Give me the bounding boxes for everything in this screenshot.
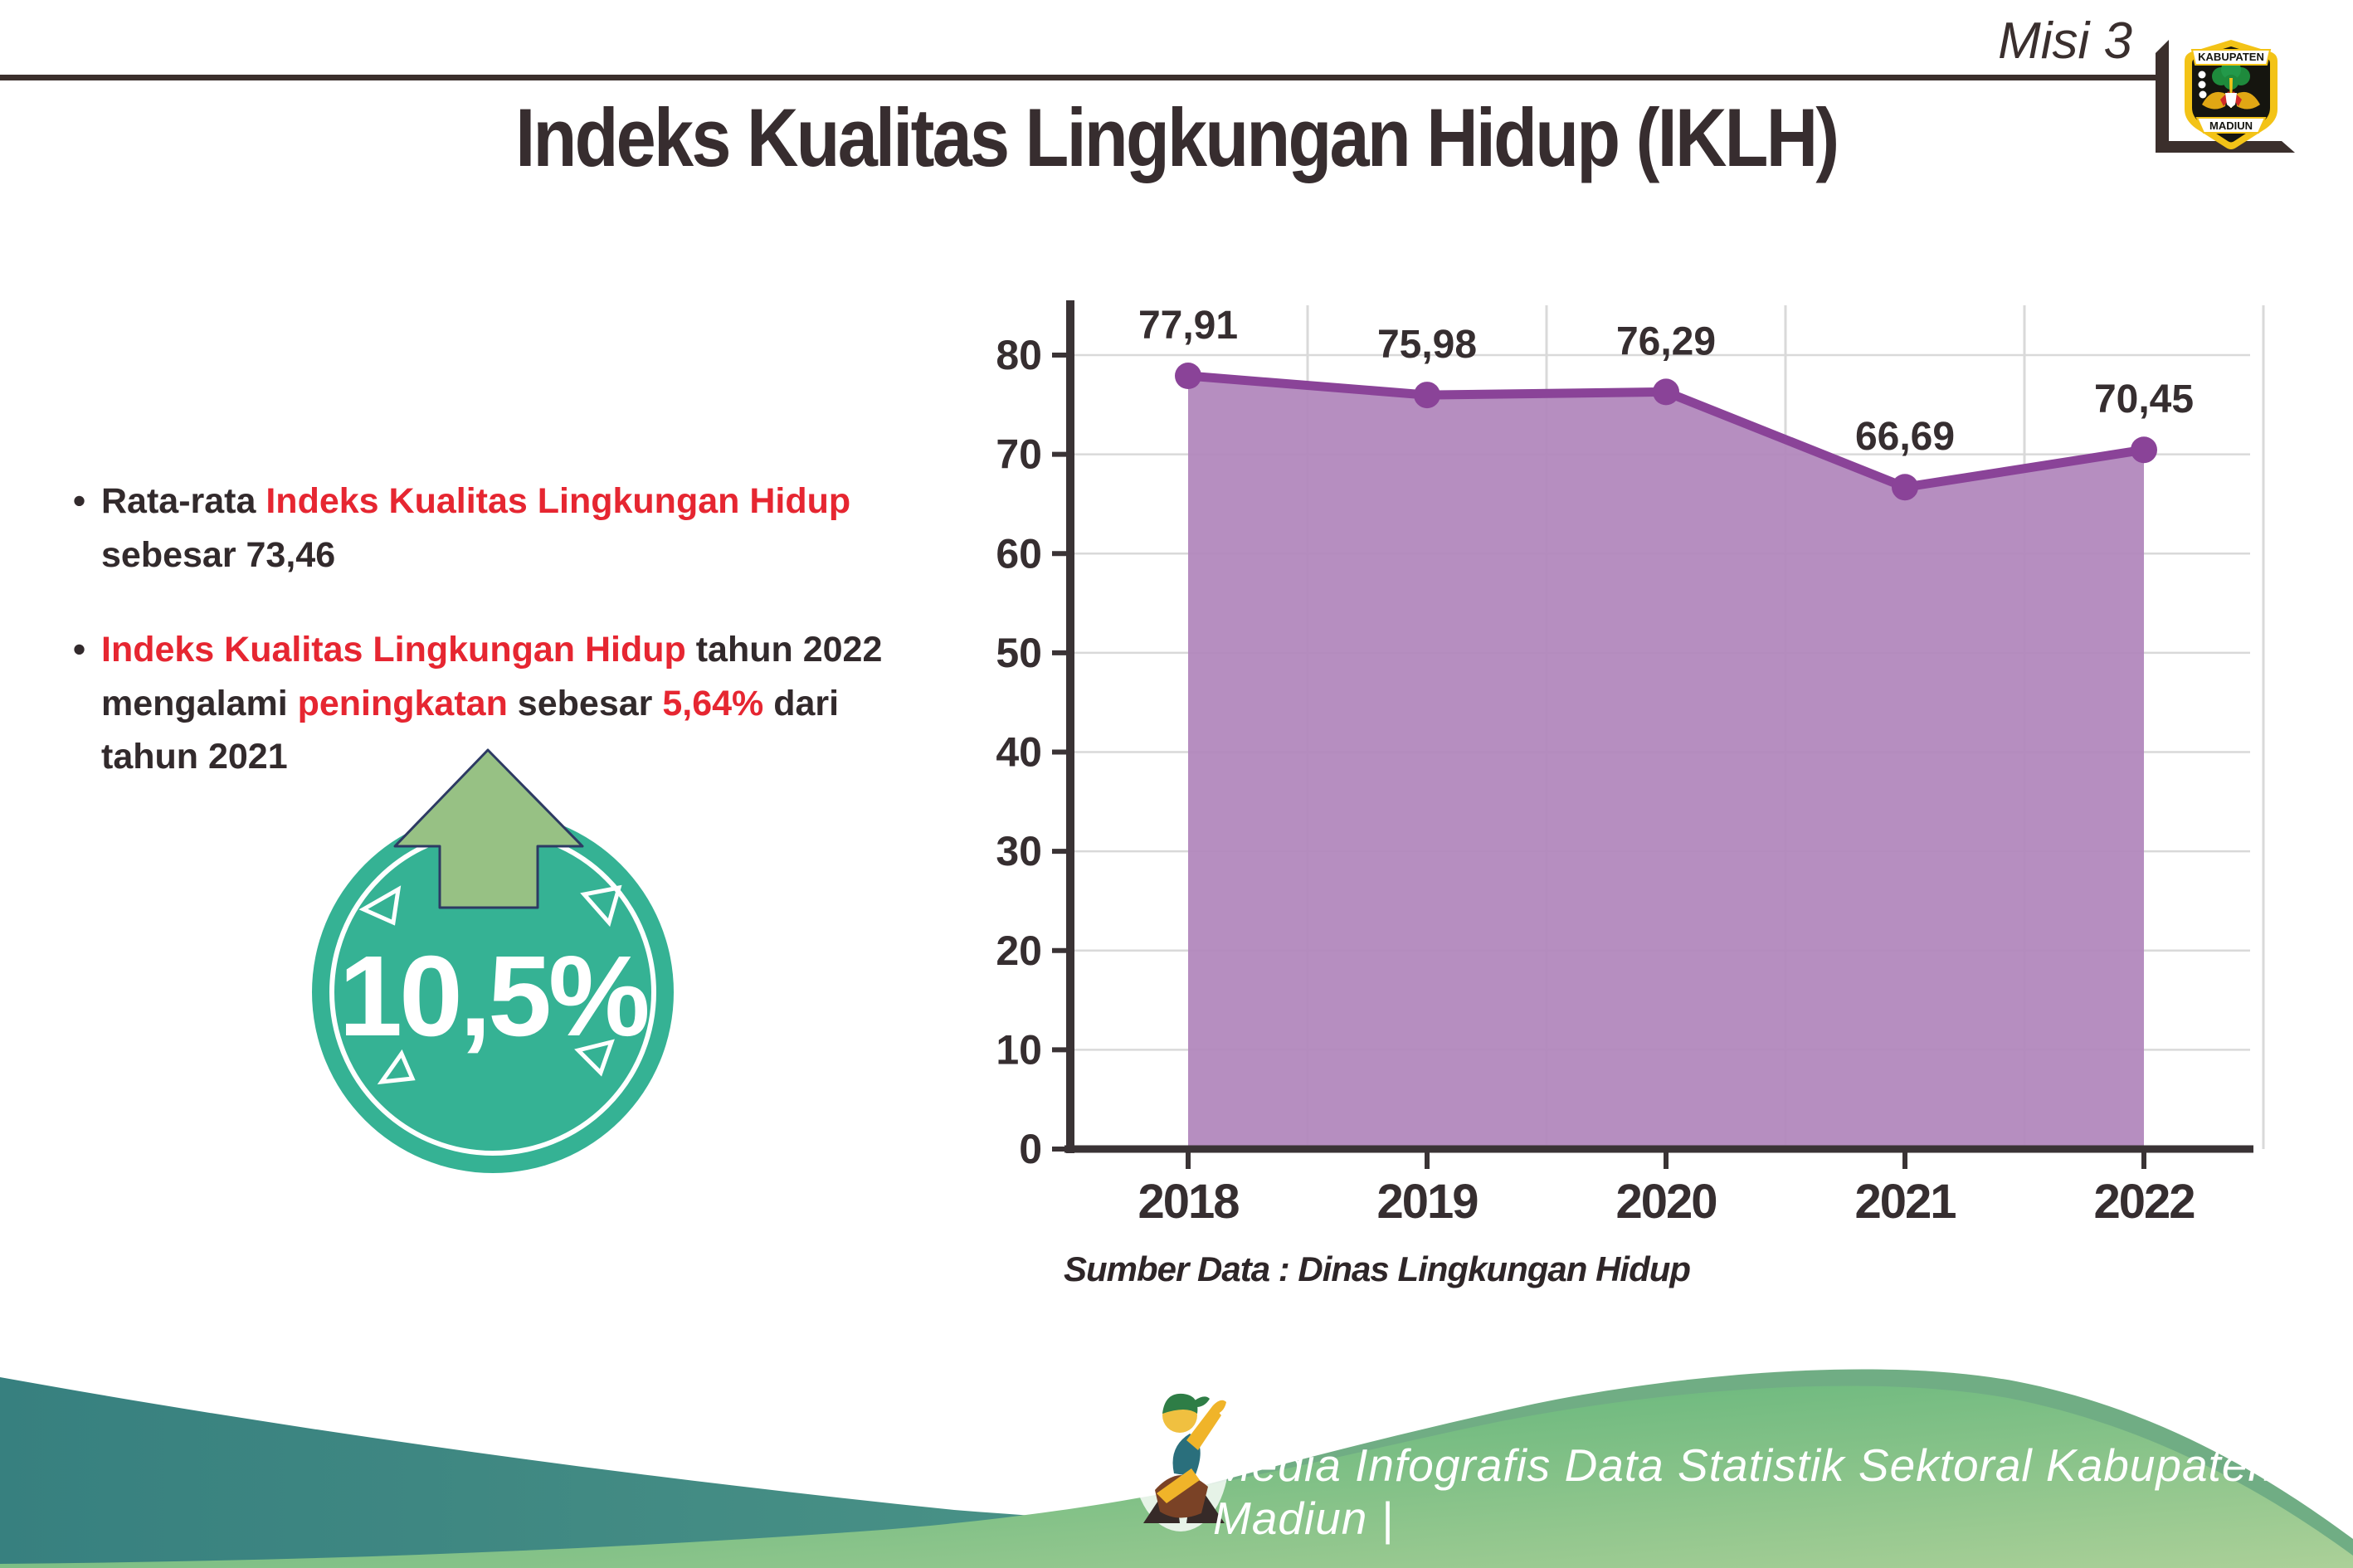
svg-text:50: 50 (996, 630, 1042, 676)
badge-value: 10,5% (339, 933, 648, 1060)
header-rule (0, 75, 2157, 80)
increase-badge: 10,5% (312, 748, 674, 1173)
svg-text:2022: 2022 (2093, 1175, 2194, 1229)
bullet-item: Rata-rata Indeks Kualitas Lingkungan Hid… (73, 475, 977, 582)
kabupaten-madiun-logo-icon: KABUPATEN MADIUN (2185, 40, 2277, 149)
misi-label: Misi 3 (1998, 12, 2132, 70)
svg-text:70,45: 70,45 (2094, 377, 2194, 421)
bullets: Rata-rata Indeks Kualitas Lingkungan Hid… (73, 475, 977, 825)
svg-text:KABUPATEN: KABUPATEN (2198, 51, 2264, 63)
svg-text:MADIUN: MADIUN (2209, 119, 2253, 132)
svg-text:2019: 2019 (1376, 1175, 1478, 1229)
page-title: Indeks Kualitas Lingkungan Hidup (IKLH) (515, 90, 1839, 184)
wave-teal (0, 1377, 2353, 1568)
svg-text:70: 70 (996, 431, 1042, 478)
svg-text:20: 20 (996, 928, 1042, 974)
up-arrow-icon (393, 748, 584, 909)
svg-text:2020: 2020 (1615, 1175, 1716, 1229)
svg-text:80: 80 (996, 332, 1042, 378)
svg-text:77,91: 77,91 (1138, 304, 1238, 348)
svg-text:76,29: 76,29 (1616, 319, 1716, 363)
mascot-logo-icon (1133, 1385, 1229, 1531)
source-note: Sumber Data : Dinas Lingkungan Hidup (1064, 1249, 1691, 1288)
svg-text:75,98: 75,98 (1377, 323, 1477, 367)
bullet-item: Indeks Kualitas Lingkungan Hidup tahun 2… (73, 623, 977, 784)
svg-text:2018: 2018 (1138, 1175, 1239, 1229)
svg-text:10: 10 (996, 1026, 1042, 1073)
svg-text:2021: 2021 (1854, 1175, 1956, 1229)
badge-circle (312, 811, 674, 1173)
svg-text:60: 60 (996, 530, 1042, 577)
footer-caption: Media Infografis Data Statistik Sektoral… (1213, 1439, 2275, 1544)
svg-text:0: 0 (1019, 1126, 1042, 1172)
svg-text:30: 30 (996, 828, 1042, 874)
iklh-area-chart: 0 10 20 30 40 50 60 70 80 2018 2019 2020 2021 2022 77,… (996, 300, 2265, 1229)
svg-text:40: 40 (996, 729, 1042, 776)
svg-text:66,69: 66,69 (1855, 415, 1955, 459)
wave-green (0, 1385, 2353, 1568)
footer-waves (0, 1369, 2353, 1568)
